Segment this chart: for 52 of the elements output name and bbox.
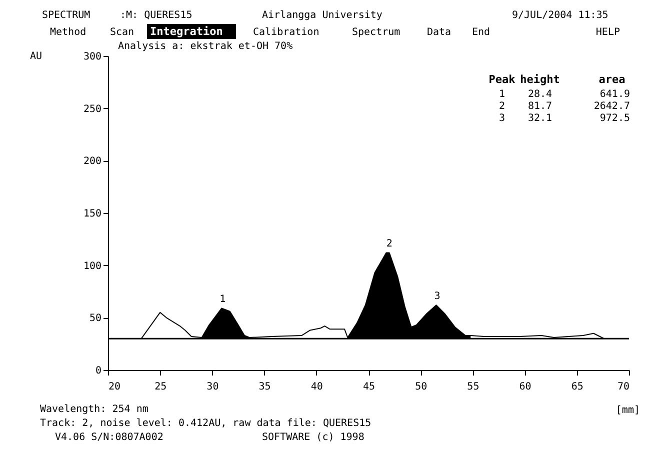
text: HELP — [596, 27, 620, 38]
text: Data — [427, 27, 452, 38]
text: Integration — [150, 25, 223, 38]
text: Scan — [110, 27, 134, 38]
text: Track: 2, noise level: 0.412AU, raw data file: QUERES15 — [40, 418, 372, 429]
text: Wavelength: 254 nm — [40, 404, 148, 415]
text: End — [472, 27, 490, 38]
x-tick-label: 50 — [415, 382, 428, 392]
x-tick-label: 65 — [571, 382, 584, 392]
annotation: 3 — [434, 290, 440, 302]
annotation: area — [598, 73, 626, 86]
annotation: 28.4 — [528, 89, 552, 100]
annotation: 3 — [498, 113, 506, 124]
annotation: 32.1 — [528, 113, 552, 124]
text: Calibration — [253, 27, 320, 38]
y-tick-label: 300 — [83, 52, 102, 62]
text: SPECTRUM — [42, 10, 90, 21]
annotation: 972.5 — [600, 113, 630, 124]
annotation: 2 — [386, 238, 392, 250]
y-tick-label: 100 — [83, 260, 102, 272]
x-tick-label: 25 — [154, 382, 167, 392]
text: Airlangga University — [262, 10, 382, 21]
annotation: 81.7 — [528, 101, 552, 112]
y-tick-label: 250 — [83, 104, 102, 115]
text: Spectrum — [352, 27, 400, 38]
y-tick-label: 50 — [89, 313, 102, 324]
x-tick-label: 70 — [617, 382, 630, 392]
text: 9/JUL/2004 11:35 — [512, 10, 608, 21]
x-tick-label: 45 — [362, 382, 376, 392]
annotation: Peak — [488, 73, 516, 86]
text: Method — [50, 27, 86, 38]
y-tick-label: 150 — [83, 208, 102, 220]
text: :M: QUERES15 — [120, 10, 192, 21]
annotation: 2 — [498, 101, 506, 112]
chart-title: Analysis a: ekstrak et-OH 70% — [118, 41, 293, 52]
text: SOFTWARE (c) 1998 — [262, 432, 364, 443]
text: V4.06 S/N:0807A002 — [55, 432, 164, 443]
annotation: 1 — [498, 89, 506, 100]
y-tick-label: 200 — [83, 156, 102, 168]
x-axis-title: [mm] — [616, 405, 640, 416]
x-tick-label: 55 — [467, 382, 480, 392]
x-tick-label: 35 — [258, 382, 271, 392]
x-tick-label: 20 — [108, 382, 121, 392]
x-tick-label: 60 — [519, 382, 532, 392]
annotation: 641.9 — [600, 89, 630, 100]
y-axis-title: AU — [30, 51, 42, 62]
annotation: 2642.7 — [594, 101, 630, 112]
y-tick-label: 0 — [95, 366, 102, 376]
annotation: 1 — [220, 294, 226, 306]
x-tick-label: 30 — [206, 382, 219, 392]
x-tick-label: 40 — [310, 382, 323, 392]
annotation: height — [520, 73, 560, 86]
